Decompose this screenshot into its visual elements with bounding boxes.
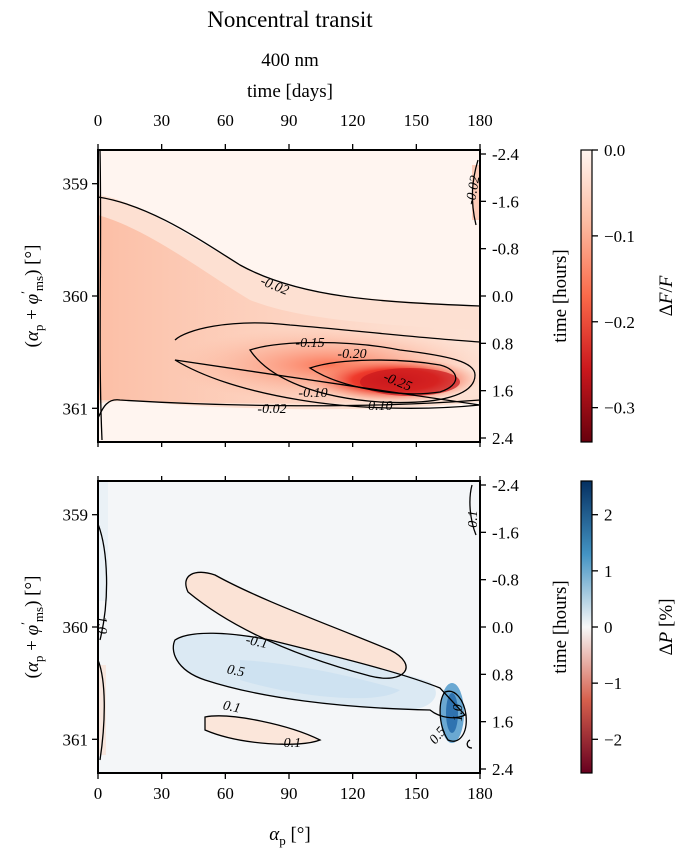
bottom-contour-label: 0.5 xyxy=(226,662,246,680)
bottom-xtick-label: 60 xyxy=(217,784,234,803)
bottom-xtick-label: 120 xyxy=(340,784,366,803)
bottom-right-tick-label: 1.6 xyxy=(492,713,513,732)
top-colorbar-bar xyxy=(580,149,593,443)
bottom-contour-labels: -0.10.50.1-0.11.00.51.00.1 xyxy=(94,510,481,751)
bottom-ytick-label: 361 xyxy=(63,730,89,749)
bottom-colorbar-label: ΔP [%] xyxy=(656,598,677,655)
bottom-xtick-label: 30 xyxy=(153,784,170,803)
top-contour-label: -0.10 xyxy=(363,399,392,414)
top-colorbar-tick-label: −0.2 xyxy=(604,313,635,332)
top-panel: -0.02-0.02-0.02-0.15-0.20-0.25-0.10-0.10 xyxy=(97,149,484,443)
bottom-right-tick-label: 0.8 xyxy=(492,665,513,684)
bottom-colorbar-tick-label: 1 xyxy=(604,562,613,581)
bottom-xtick-label: 90 xyxy=(281,784,298,803)
bottom-ytick-label: 360 xyxy=(63,618,89,637)
top-right-tick-label: -0.8 xyxy=(492,240,519,259)
top-contour-label: -0.15 xyxy=(295,336,324,351)
bottom-right-tick-label: 0.0 xyxy=(492,618,513,637)
top-xtick-label: 0 xyxy=(94,111,103,130)
bottom-contour-label: 1.0 xyxy=(94,616,109,634)
bottom-colorbar-bar xyxy=(580,480,593,774)
top-xtick-label: 180 xyxy=(467,111,493,130)
top-xtick-label: 150 xyxy=(404,111,430,130)
bottom-xtick-label: 180 xyxy=(467,784,493,803)
bottom-xtick-label: 0 xyxy=(94,784,103,803)
bottom-right-tick-label: -1.6 xyxy=(492,523,519,542)
bottom-contours xyxy=(98,484,477,761)
bottom-contour-label: -0.1 xyxy=(244,633,269,652)
bottom-colorbar-tick-label: −1 xyxy=(604,674,622,693)
bottom-contour-label: 1.0 xyxy=(451,704,466,722)
bottom-colorbar-ticks: 2 1 0 −1 −2 xyxy=(592,506,622,749)
bottom-colorbar-tick-label: −2 xyxy=(604,730,622,749)
top-xtick-label: 120 xyxy=(340,111,366,130)
top-colorbar-label: ΔF/F xyxy=(656,275,677,316)
top-right-tick-label: -2.4 xyxy=(492,145,519,164)
bottom-right-tick-label: -2.4 xyxy=(492,476,519,495)
top-ytick-label: 359 xyxy=(63,175,89,194)
top-right-tick-label: -1.6 xyxy=(492,192,519,211)
figure-title: Noncentral transit xyxy=(207,7,373,32)
top-right-tick-label: 0.8 xyxy=(492,334,513,353)
bottom-panel: -0.10.50.1-0.11.00.51.00.1 xyxy=(94,480,481,774)
bottom-x-axis-label: αp [°] xyxy=(269,824,311,848)
bottom-right-tick-label: 2.4 xyxy=(492,760,514,779)
bottom-xtick-label: 150 xyxy=(404,784,430,803)
top-contour-label: -0.02 xyxy=(464,175,484,206)
top-colorbar: 0.0 −0.1 −0.2 −0.3 ΔF/F xyxy=(580,141,677,443)
bottom-ytick-label: 359 xyxy=(63,506,89,525)
bottom-colorbar-tick-label: 0 xyxy=(604,618,613,637)
top-xtick-label: 30 xyxy=(153,111,170,130)
bottom-colorbar-tick-label: 2 xyxy=(604,506,613,525)
top-axis-label: time [days] xyxy=(247,81,333,102)
top-xtick-label: 90 xyxy=(281,111,298,130)
top-right-axis-label: time [hours] xyxy=(550,249,571,342)
bottom-right-tick-label: -0.8 xyxy=(492,571,519,590)
top-right-tick-label: 2.4 xyxy=(492,429,514,448)
figure-subtitle: 400 nm xyxy=(261,50,319,71)
bottom-contour-label: -0.1 xyxy=(279,736,301,751)
top-right-tick-label: 0.0 xyxy=(492,287,513,306)
top-colorbar-ticks: 0.0 −0.1 −0.2 −0.3 xyxy=(592,141,635,418)
top-contour-label: -0.10 xyxy=(298,386,327,401)
top-ytick-label: 360 xyxy=(63,287,89,306)
bottom-right-axis-label: time [hours] xyxy=(550,580,571,673)
top-contour-label: -0.02 xyxy=(257,402,286,417)
bottom-contour-label: 0.1 xyxy=(466,510,481,528)
top-colorbar-tick-label: 0.0 xyxy=(604,141,625,160)
bottom-colorbar: 2 1 0 −1 −2 ΔP [%] xyxy=(580,480,677,774)
top-right-tick-label: 1.6 xyxy=(492,382,513,401)
top-contours xyxy=(98,150,480,441)
top-y-axis-label: (αp + φ′ms) [°] xyxy=(18,245,46,348)
axes: 359 360 361 -2.4 -1.6 -0.8 0.0 0.8 1.6 2.4 0 30 60 90… xyxy=(63,111,520,803)
top-ytick-label: 361 xyxy=(63,399,89,418)
bottom-contour-label: 0.1 xyxy=(222,698,242,716)
top-colorbar-tick-label: −0.3 xyxy=(604,399,635,418)
top-heatmap-fill xyxy=(98,165,480,410)
top-xtick-label: 60 xyxy=(217,111,234,130)
top-contour-label: -0.20 xyxy=(337,347,366,362)
top-colorbar-tick-label: −0.1 xyxy=(604,227,635,246)
bottom-y-axis-label: (αp + φ′ms) [°] xyxy=(18,576,46,679)
